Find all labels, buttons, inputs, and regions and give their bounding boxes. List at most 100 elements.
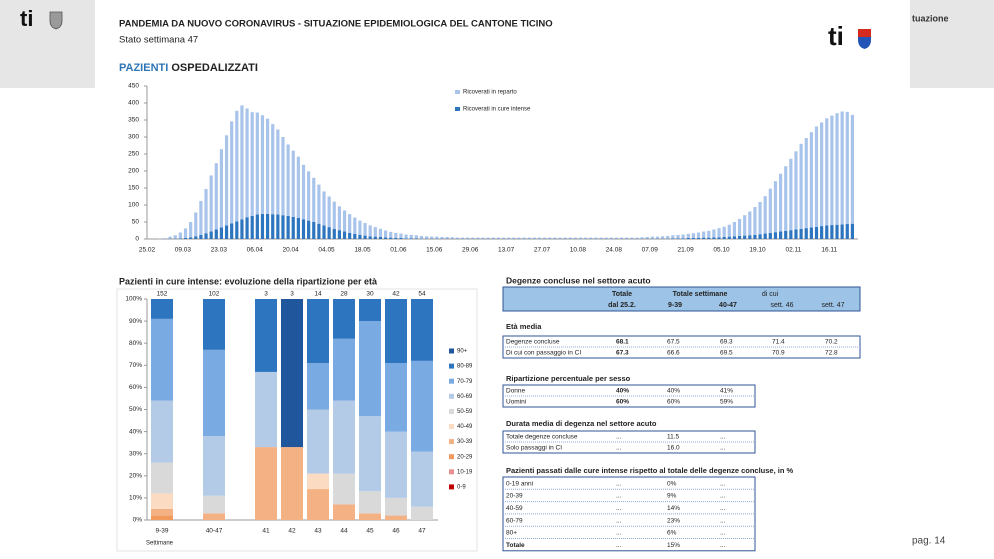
bar xyxy=(778,231,783,239)
bar xyxy=(727,224,731,237)
bar xyxy=(404,234,408,239)
bar xyxy=(394,237,398,239)
bar xyxy=(609,237,613,239)
bar-segment xyxy=(307,489,329,520)
bar xyxy=(809,132,813,228)
bar xyxy=(830,115,834,226)
table-cell: 9% xyxy=(667,493,677,500)
legend-label: 50-59 xyxy=(457,409,473,415)
bar xyxy=(353,233,357,239)
y-tick-label: 20% xyxy=(129,473,142,480)
bar-segment xyxy=(385,363,407,432)
table-head-cell: 40-47 xyxy=(719,302,737,309)
logo-text: ti xyxy=(20,6,33,31)
legend-label: 90+ xyxy=(457,349,468,355)
y-tick-label: 60% xyxy=(129,384,142,391)
bar xyxy=(681,238,685,239)
x-axis-label: Settimane xyxy=(146,541,174,547)
chart-title: Pazienti in cure intense: evoluzione del… xyxy=(119,276,378,286)
bar-total: 3 xyxy=(290,291,294,298)
bar-segment xyxy=(203,495,225,514)
bar-total: 28 xyxy=(340,291,348,298)
table-cell: 11.5 xyxy=(667,434,680,441)
bar-segment xyxy=(151,462,173,494)
bar-segment xyxy=(281,299,303,448)
bar xyxy=(183,237,188,239)
legend-swatch xyxy=(449,408,454,414)
bar-total: 102 xyxy=(209,291,220,298)
bar xyxy=(691,237,695,239)
y-tick-label: 40% xyxy=(129,428,142,435)
bar xyxy=(481,237,485,239)
bar xyxy=(476,237,480,239)
bar xyxy=(383,230,388,238)
legend-label: 10-19 xyxy=(457,469,473,475)
table-cell: 59% xyxy=(720,399,733,406)
logo-shield xyxy=(49,11,63,30)
bar xyxy=(845,224,849,239)
table-title: Degenze concluse nel settore acuto xyxy=(506,275,651,285)
bar-segment xyxy=(411,506,433,520)
bar xyxy=(732,222,737,237)
y-tick-label: 80% xyxy=(129,340,142,347)
x-tick-label: 40-47 xyxy=(206,528,223,535)
bar xyxy=(199,234,203,239)
x-tick-label: 06.04 xyxy=(247,247,264,254)
x-tick-label: 18.05 xyxy=(354,247,371,254)
table-cell: Solo passaggi in CI xyxy=(506,445,562,452)
bar xyxy=(614,237,619,239)
bar-segment xyxy=(151,400,173,463)
table-cell: ... xyxy=(616,480,622,487)
section-title-2: OSPEDALIZZATI xyxy=(171,62,258,74)
y-tick-label: 50 xyxy=(132,219,140,226)
bar xyxy=(589,237,593,239)
table-cell: 40-59 xyxy=(506,505,523,512)
x-tick-label: 47 xyxy=(418,528,426,535)
y-tick-label: 100 xyxy=(128,202,139,209)
bar xyxy=(189,237,193,239)
y-tick-label: 200 xyxy=(128,168,139,175)
section-title: PAZIENTI OSPEDALIZZATI xyxy=(119,62,258,74)
legend-label: 70-79 xyxy=(457,379,473,385)
bar xyxy=(342,231,347,239)
bar xyxy=(255,112,259,215)
bar xyxy=(717,237,721,239)
bar xyxy=(840,111,844,225)
y-tick-label: 30% xyxy=(129,450,142,457)
bar xyxy=(327,196,331,228)
x-tick-label: 20.04 xyxy=(282,247,299,254)
bar xyxy=(168,236,172,239)
bar xyxy=(353,217,357,234)
bar xyxy=(630,237,634,239)
bar-segment xyxy=(411,299,433,361)
legend-label: Ricoverati in cure intense xyxy=(463,107,531,113)
bar xyxy=(276,129,280,215)
bar-segment xyxy=(359,416,381,492)
bar xyxy=(696,237,701,239)
bar xyxy=(194,236,198,239)
bar xyxy=(763,196,767,234)
table-head-cell: sett. 46 xyxy=(771,302,794,309)
bar xyxy=(281,215,285,239)
x-tick-label: 16.11 xyxy=(821,247,837,254)
bar xyxy=(245,217,249,239)
bar xyxy=(271,124,275,215)
bar xyxy=(748,235,752,239)
table-cell: ... xyxy=(720,505,726,512)
bar xyxy=(250,215,254,239)
bar xyxy=(517,237,521,239)
x-tick-label: 29.06 xyxy=(462,247,479,254)
bar xyxy=(691,233,695,238)
bar xyxy=(763,233,767,239)
bar xyxy=(189,222,193,238)
table-head-cell: Totale settimane xyxy=(673,291,728,298)
x-tick-label: 21.09 xyxy=(678,247,695,254)
bar-segment xyxy=(333,473,355,505)
y-tick-label: 100% xyxy=(125,296,142,303)
bar xyxy=(584,237,588,239)
bar xyxy=(686,237,690,239)
bar xyxy=(532,237,536,239)
bar-segment xyxy=(203,299,225,350)
table-cell: Donne xyxy=(506,388,526,395)
bar-segment xyxy=(411,451,433,507)
